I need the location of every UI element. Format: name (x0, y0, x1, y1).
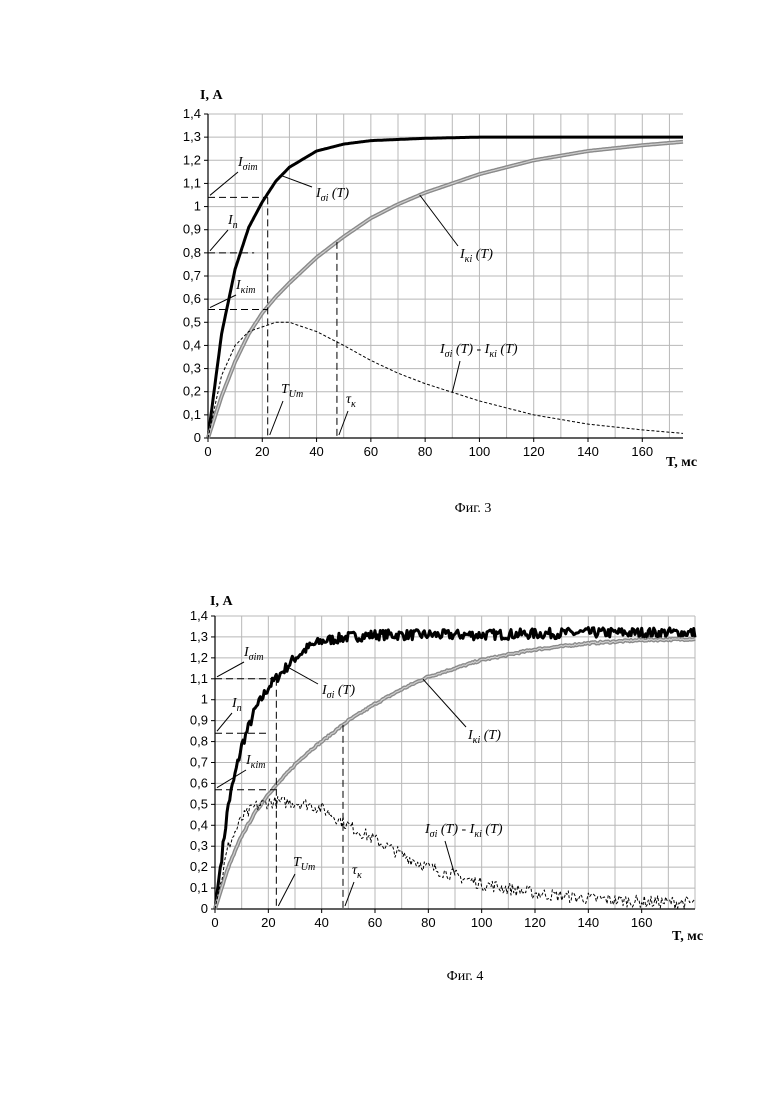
i-kim-pointer (210, 295, 236, 308)
label-tau-k: τκ (352, 863, 362, 881)
grid (208, 114, 683, 438)
label-tau-k: τκ (346, 392, 356, 410)
annotation-leaders (208, 172, 460, 438)
y-tick-label: 0,8 (183, 245, 201, 260)
x-tick-label: 0 (211, 915, 218, 930)
y-tick-label: 0,1 (190, 880, 208, 895)
tau-k-pointer (345, 882, 354, 906)
y-tick-label: 1,1 (183, 175, 201, 190)
y-tick-label: 0,9 (190, 713, 208, 728)
x-tick-label: 40 (314, 915, 328, 930)
x-axis-label: T, мс (672, 929, 703, 944)
y-tick-label: 1 (194, 199, 201, 214)
y-tick-label: 0 (201, 901, 208, 916)
series-line-3 (208, 322, 683, 438)
label-i-kim: Iκim (235, 278, 255, 296)
label-i-n: In (231, 696, 242, 714)
grid (215, 616, 695, 909)
t-um-pointer (270, 401, 283, 435)
figure-caption: Фиг. 4 (447, 969, 484, 984)
series-line-2-highlight (208, 142, 683, 438)
y-tick-label: 0,2 (183, 384, 201, 399)
y-tick-label: 1,4 (183, 106, 201, 121)
chart-4: 0 0,1 0,2 0,3 0,4 0,5 0,6 0,7 0,8 0,9 1 1,1 1,2 1,3 1,… (190, 594, 703, 984)
label-curve-s: Iσi (T) (321, 683, 355, 701)
curve-s-pointer (287, 667, 318, 684)
x-tick-label: 80 (421, 915, 435, 930)
y-tick-label: 0,8 (190, 734, 208, 749)
y-tick-label: 0,5 (183, 314, 201, 329)
x-tick-label: 60 (364, 444, 378, 459)
y-tick-label: 0,5 (190, 796, 208, 811)
y-tick-label: 1,3 (190, 629, 208, 644)
t-um-pointer (278, 874, 295, 906)
label-curve-k: Iκi (T) (467, 728, 501, 746)
x-tick-label: 160 (631, 915, 653, 930)
label-t-um: TUm (281, 382, 303, 400)
figure-caption: Фиг. 3 (455, 501, 492, 516)
x-tick-label: 80 (418, 444, 432, 459)
x-tick-label: 20 (255, 444, 269, 459)
y-tick-label: 0,4 (190, 817, 208, 832)
y-tick-label: 1,2 (183, 152, 201, 167)
y-tick-label: 0 (194, 430, 201, 445)
i-n-pointer (210, 230, 228, 251)
y-axis-label: I, А (210, 594, 233, 609)
y-tick-label: 1,2 (190, 650, 208, 665)
y-tick-label: 0,4 (183, 337, 201, 352)
i-n-pointer (217, 713, 232, 731)
label-i-n: In (227, 213, 238, 231)
label-curve-diff: Iσi (T) - Iκi (T) (424, 822, 503, 840)
y-tick-label: 1,1 (190, 671, 208, 686)
y-tick-label: 0,7 (190, 755, 208, 770)
curve-s-pointer (281, 176, 312, 187)
y-tick-label: 0,6 (183, 291, 201, 306)
curve-d-pointer (452, 361, 460, 392)
x-tick-label: 100 (471, 915, 493, 930)
x-tick-label: 140 (577, 915, 599, 930)
label-i-kim: Iκim (245, 753, 265, 771)
y-tick-label: 0,6 (190, 775, 208, 790)
x-tick-label: 20 (261, 915, 275, 930)
label-t-um: TUm (293, 855, 315, 873)
i-sim-pointer (217, 662, 244, 677)
x-tick-label: 100 (469, 444, 491, 459)
label-curve-k: Iκi (T) (459, 247, 493, 265)
y-tick-label: 0,3 (183, 361, 201, 376)
y-tick-label: 1 (201, 692, 208, 707)
x-tick-label: 160 (631, 444, 653, 459)
x-tick-label: 40 (309, 444, 323, 459)
x-tick-label: 140 (577, 444, 599, 459)
label-i-sim: Iσim (243, 645, 264, 663)
label-i-sim: Iσim (237, 155, 258, 173)
label-curve-diff: Iσi (T) - Iκi (T) (439, 342, 518, 360)
y-tick-label: 0,3 (190, 838, 208, 853)
x-tick-label: 120 (524, 915, 546, 930)
chart-3: 0 0,1 0,2 0,3 0,4 0,5 0,6 0,7 0,8 0,9 1 1,1 1,2 1,3 1,… (183, 88, 697, 516)
y-tick-label: 0,7 (183, 268, 201, 283)
series-line-1 (208, 137, 683, 438)
y-tick-label: 0,2 (190, 859, 208, 874)
y-tick-label: 0,9 (183, 222, 201, 237)
x-axis-label: T, мс (666, 455, 697, 470)
x-tick-label: 60 (368, 915, 382, 930)
curve-k-pointer (423, 679, 466, 727)
y-tick-label: 1,4 (190, 608, 208, 623)
y-axis-label: I, А (200, 88, 223, 103)
x-tick-label: 0 (204, 444, 211, 459)
y-tick-label: 1,3 (183, 129, 201, 144)
y-tick-label: 0,1 (183, 407, 201, 422)
x-tick-label: 120 (523, 444, 545, 459)
